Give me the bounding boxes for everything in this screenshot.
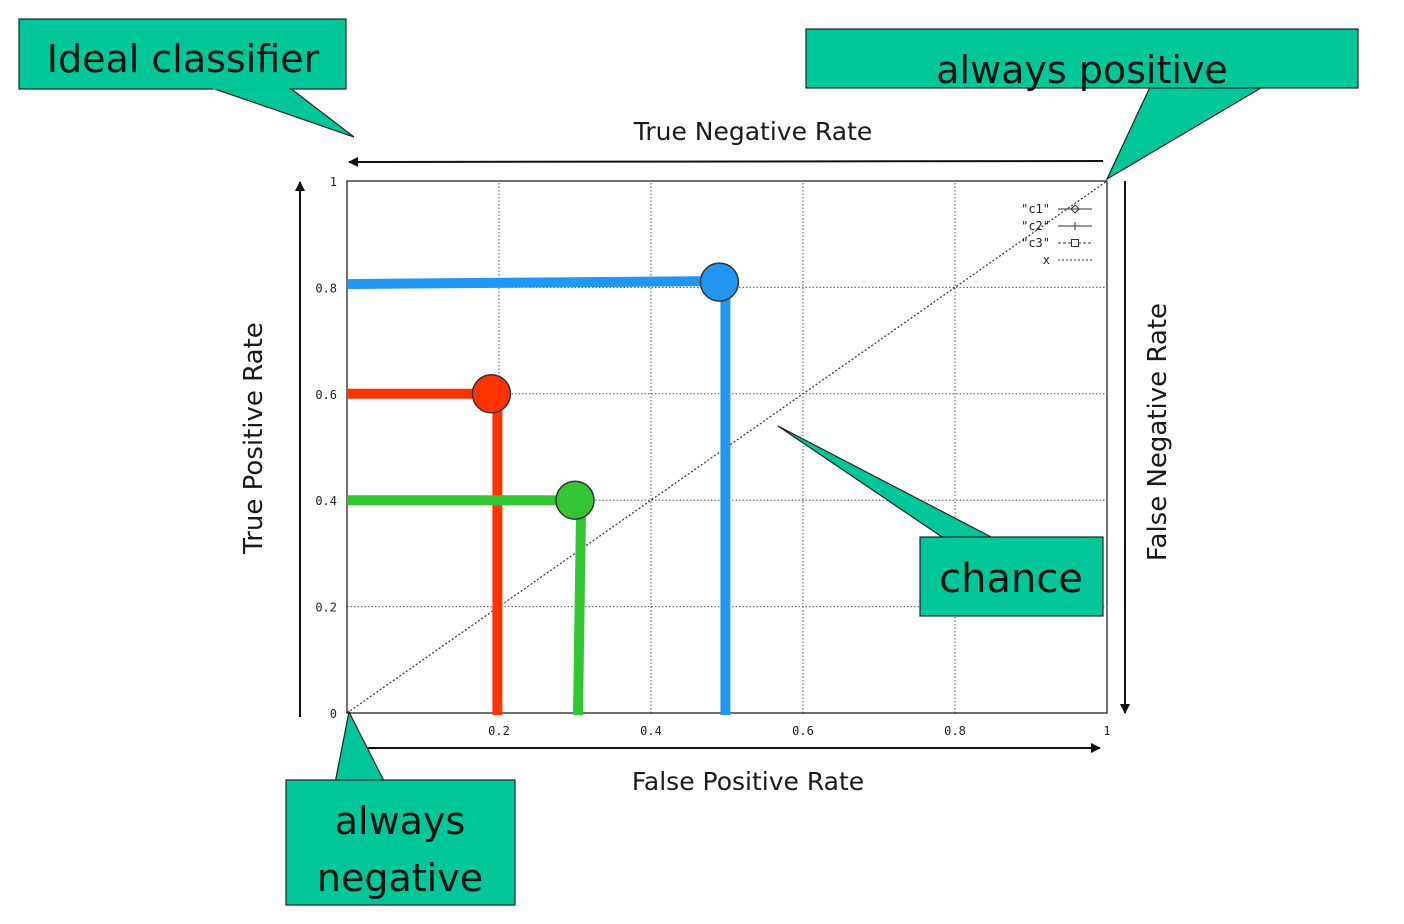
callout-always-positive-box — [805, 28, 1359, 89]
callout-always-negative-text: negative — [317, 856, 483, 900]
callout-chance-tail — [777, 425, 996, 540]
x-tick-label: 1 — [1103, 724, 1110, 738]
x-tick-label: 0.8 — [944, 724, 966, 738]
classifier-2-point — [471, 374, 512, 414]
classifier-3-point — [555, 480, 595, 520]
legend-marker-plus — [1071, 222, 1079, 230]
legend-marker-square — [1071, 239, 1079, 247]
callout-always-positive: always positive — [805, 28, 1359, 181]
callout-ideal-classifier-box — [18, 18, 347, 90]
callout-chance: chance — [777, 425, 1104, 617]
y-tick-label: 0.6 — [315, 388, 337, 402]
right-axis-label: False Negative Rate — [1143, 303, 1173, 561]
x-tick-label: 0.2 — [488, 724, 510, 738]
top-axis-label: True Negative Rate — [633, 117, 873, 146]
legend-label: "c3" — [1021, 236, 1050, 250]
callout-ideal-classifier: Ideal classifier — [18, 18, 355, 138]
x-tick-label: 0.6 — [792, 724, 814, 738]
callout-chance-text: chance — [939, 556, 1083, 602]
legend-marker-diamond — [1070, 204, 1080, 214]
chance-diagonal — [346, 180, 1108, 714]
callout-always-positive-tail — [1105, 84, 1269, 181]
callout-chance-box — [919, 536, 1104, 617]
x-tick-label: 0.4 — [640, 724, 662, 738]
legend-label: x — [1043, 253, 1050, 267]
callout-always-positive-text: always positive — [936, 48, 1228, 92]
callout-ideal-classifier-tail — [211, 87, 355, 138]
y-tick-label: 0.2 — [315, 601, 337, 615]
x-axis-label: False Positive Rate — [632, 767, 864, 796]
classifier-3-fpr-line — [573, 512, 586, 716]
y-tick-label: 0 — [330, 707, 337, 721]
classifier-1-tpr-line — [346, 276, 714, 290]
legend-label: "c2" — [1021, 219, 1050, 233]
legend-label: "c1" — [1021, 202, 1050, 216]
classifier-1 — [346, 262, 740, 715]
classifier-3 — [347, 480, 595, 716]
y-axis-label: True Positive Rate — [239, 322, 269, 555]
y-tick-label: 0.8 — [315, 281, 337, 295]
callout-ideal-classifier-text: Ideal classifier — [47, 37, 320, 81]
y-tick-label: 0.4 — [315, 494, 337, 508]
callout-always-negative-box — [285, 779, 516, 906]
classifier-1-point — [699, 262, 740, 302]
callout-always-negative: always negative — [285, 710, 516, 906]
y-tick-label: 1 — [330, 175, 337, 189]
classifier-2 — [347, 374, 512, 715]
callout-always-negative-text: always — [335, 799, 466, 843]
true-negative-rate-arrow — [348, 156, 1104, 167]
